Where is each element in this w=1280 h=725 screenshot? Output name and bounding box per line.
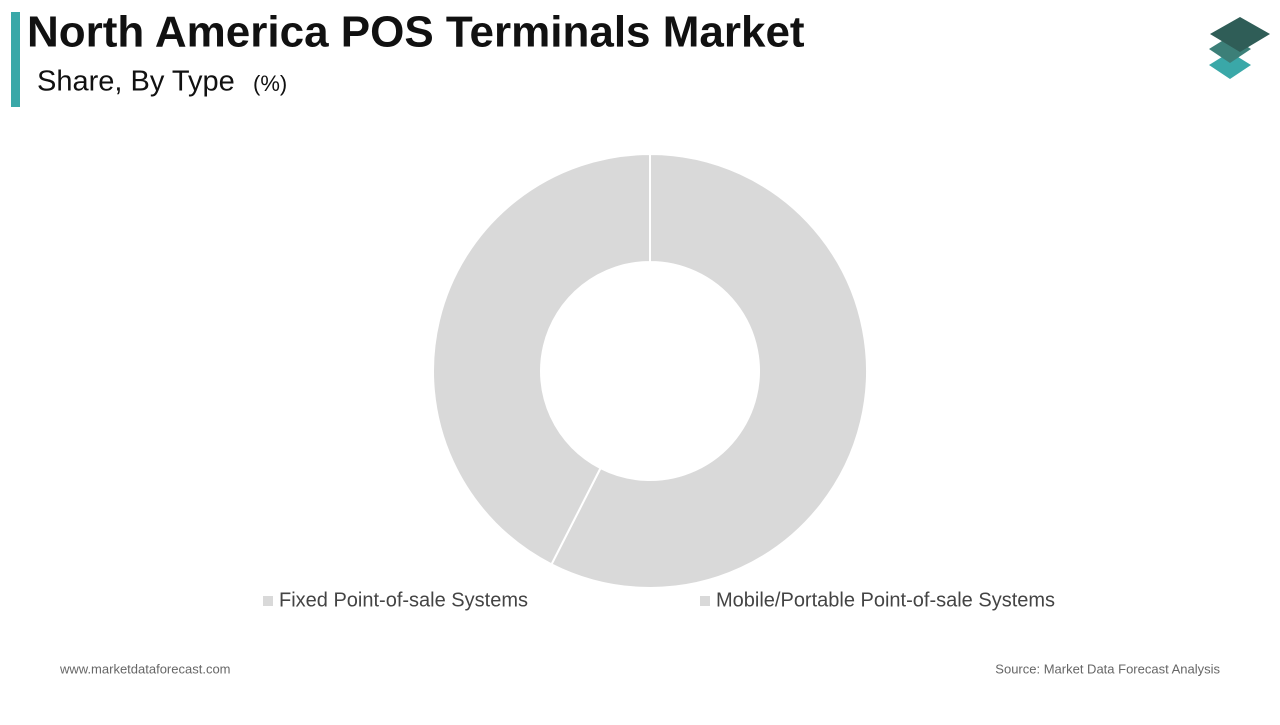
title-accent bbox=[11, 12, 20, 107]
chart-title: North America POS Terminals Market bbox=[27, 8, 805, 57]
chart-subtitle: Share, By Type bbox=[37, 66, 235, 98]
legend-swatch bbox=[263, 596, 273, 606]
legend-swatch bbox=[700, 596, 710, 606]
footer-website: www.marketdataforecast.com bbox=[59, 661, 231, 676]
legend-label: Mobile/Portable Point-of-sale Systems bbox=[716, 589, 1055, 611]
logo bbox=[1209, 17, 1270, 79]
unit-label: (%) bbox=[253, 71, 287, 96]
donut-segment bbox=[550, 152, 868, 589]
legend-label: Fixed Point-of-sale Systems bbox=[279, 589, 528, 611]
donut-segment bbox=[432, 152, 651, 566]
footer-source: Source: Market Data Forecast Analysis bbox=[995, 661, 1220, 676]
